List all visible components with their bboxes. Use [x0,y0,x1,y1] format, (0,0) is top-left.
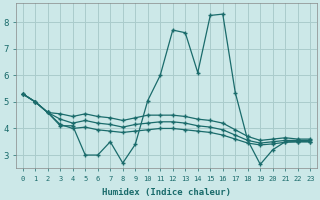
X-axis label: Humidex (Indice chaleur): Humidex (Indice chaleur) [102,188,231,197]
